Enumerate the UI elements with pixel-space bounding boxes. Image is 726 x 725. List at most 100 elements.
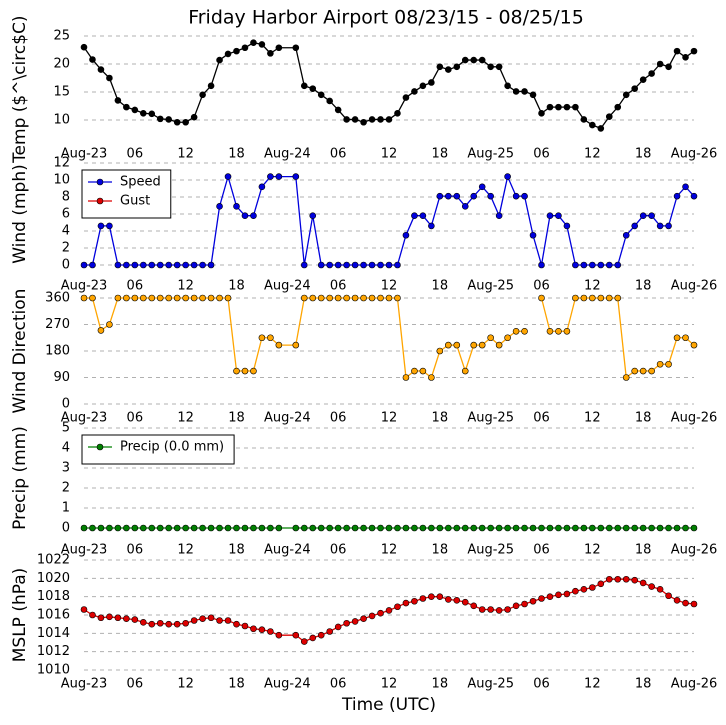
data-point — [360, 615, 367, 622]
data-point — [131, 294, 139, 302]
data-point — [140, 524, 147, 532]
data-point — [589, 294, 596, 302]
data-point — [656, 60, 664, 68]
data-point — [394, 524, 401, 532]
x-tick-label: 18 — [228, 147, 245, 162]
y-tick-label: 0 — [62, 397, 70, 412]
y-tick-label: 1020 — [37, 571, 70, 586]
data-point — [258, 183, 266, 191]
x-tick-label: 18 — [635, 279, 652, 294]
legend-label: Speed — [120, 175, 161, 190]
data-point — [622, 524, 630, 532]
data-point — [402, 524, 410, 532]
y-tick-label: 15 — [53, 85, 70, 100]
x-tick-label: 18 — [635, 677, 652, 692]
x-tick-label: 06 — [127, 279, 144, 294]
data-point — [453, 341, 461, 349]
data-point — [411, 524, 418, 532]
data-point — [275, 173, 283, 180]
data-point — [665, 360, 672, 368]
data-point — [597, 524, 605, 532]
data-point — [250, 39, 257, 47]
data-point — [114, 614, 122, 622]
x-tick-label: 18 — [635, 411, 652, 426]
data-point — [106, 222, 113, 230]
data-point — [580, 586, 588, 593]
data-point — [224, 617, 232, 624]
data-point — [487, 334, 494, 342]
data-point — [216, 203, 223, 210]
data-point — [682, 183, 689, 191]
x-tick-label: 18 — [432, 677, 449, 692]
data-point — [512, 88, 520, 95]
data-point — [326, 261, 333, 269]
data-point — [436, 63, 444, 71]
data-point — [326, 524, 333, 532]
data-point — [182, 619, 189, 627]
data-point — [377, 294, 384, 302]
chart-title: Friday Harbor Airport 08/23/15 - 08/25/1… — [188, 7, 584, 29]
x-tick-label: Aug-25 — [467, 279, 514, 294]
data-point — [173, 261, 181, 269]
data-point — [377, 116, 384, 123]
data-point — [605, 575, 613, 583]
x-tick-label: Aug-23 — [61, 147, 108, 162]
y-tick-label: 25 — [53, 29, 70, 44]
data-point — [673, 334, 681, 342]
data-point — [165, 116, 173, 123]
data-point — [665, 524, 672, 532]
data-point — [165, 261, 173, 269]
y-tick-label: 10 — [53, 113, 70, 128]
data-point — [529, 597, 537, 605]
x-tick-label: 06 — [533, 279, 550, 294]
data-point — [131, 524, 139, 532]
data-point — [385, 116, 393, 123]
data-point — [504, 82, 511, 90]
data-point — [97, 222, 105, 230]
data-point — [368, 524, 376, 532]
data-point — [622, 575, 630, 583]
data-point — [538, 595, 545, 602]
data-point — [351, 524, 359, 532]
data-point — [445, 192, 452, 200]
data-point — [436, 524, 444, 532]
data-point — [80, 294, 88, 302]
data-point — [394, 603, 401, 611]
data-point — [478, 56, 486, 64]
data-point — [148, 524, 156, 532]
data-point — [563, 590, 571, 598]
data-point — [555, 327, 562, 335]
legend: Precip (0.0 mm) — [81, 434, 235, 465]
data-point — [529, 231, 537, 239]
data-point — [300, 524, 308, 532]
x-tick-label: Aug-24 — [264, 543, 311, 558]
x-tick-label: 18 — [228, 543, 245, 558]
data-point — [216, 294, 223, 302]
data-point — [546, 212, 554, 219]
x-tick-label: 12 — [177, 411, 194, 426]
data-point — [250, 625, 257, 633]
data-point — [233, 203, 240, 210]
data-point — [173, 620, 181, 628]
data-point — [207, 524, 215, 532]
data-point — [182, 118, 189, 126]
data-point — [165, 620, 173, 628]
data-point — [89, 56, 96, 63]
x-tick-label: Aug-23 — [61, 411, 108, 426]
y-tick-label: 10 — [53, 173, 70, 188]
y-axis-label: Temp ($^\circ$C) — [10, 15, 30, 163]
legend-label: Gust — [120, 194, 150, 209]
data-point — [622, 231, 630, 239]
x-tick-label: 12 — [584, 147, 601, 162]
y-tick-label: 2 — [62, 481, 70, 496]
data-point — [665, 592, 672, 600]
data-point — [267, 334, 274, 342]
data-point — [351, 618, 359, 625]
data-point — [140, 261, 147, 269]
data-point — [690, 524, 698, 532]
data-point — [631, 524, 638, 532]
data-point — [351, 261, 359, 269]
data-point — [300, 638, 308, 645]
x-tick-label: 06 — [330, 279, 347, 294]
x-tick-label: 12 — [381, 279, 398, 294]
